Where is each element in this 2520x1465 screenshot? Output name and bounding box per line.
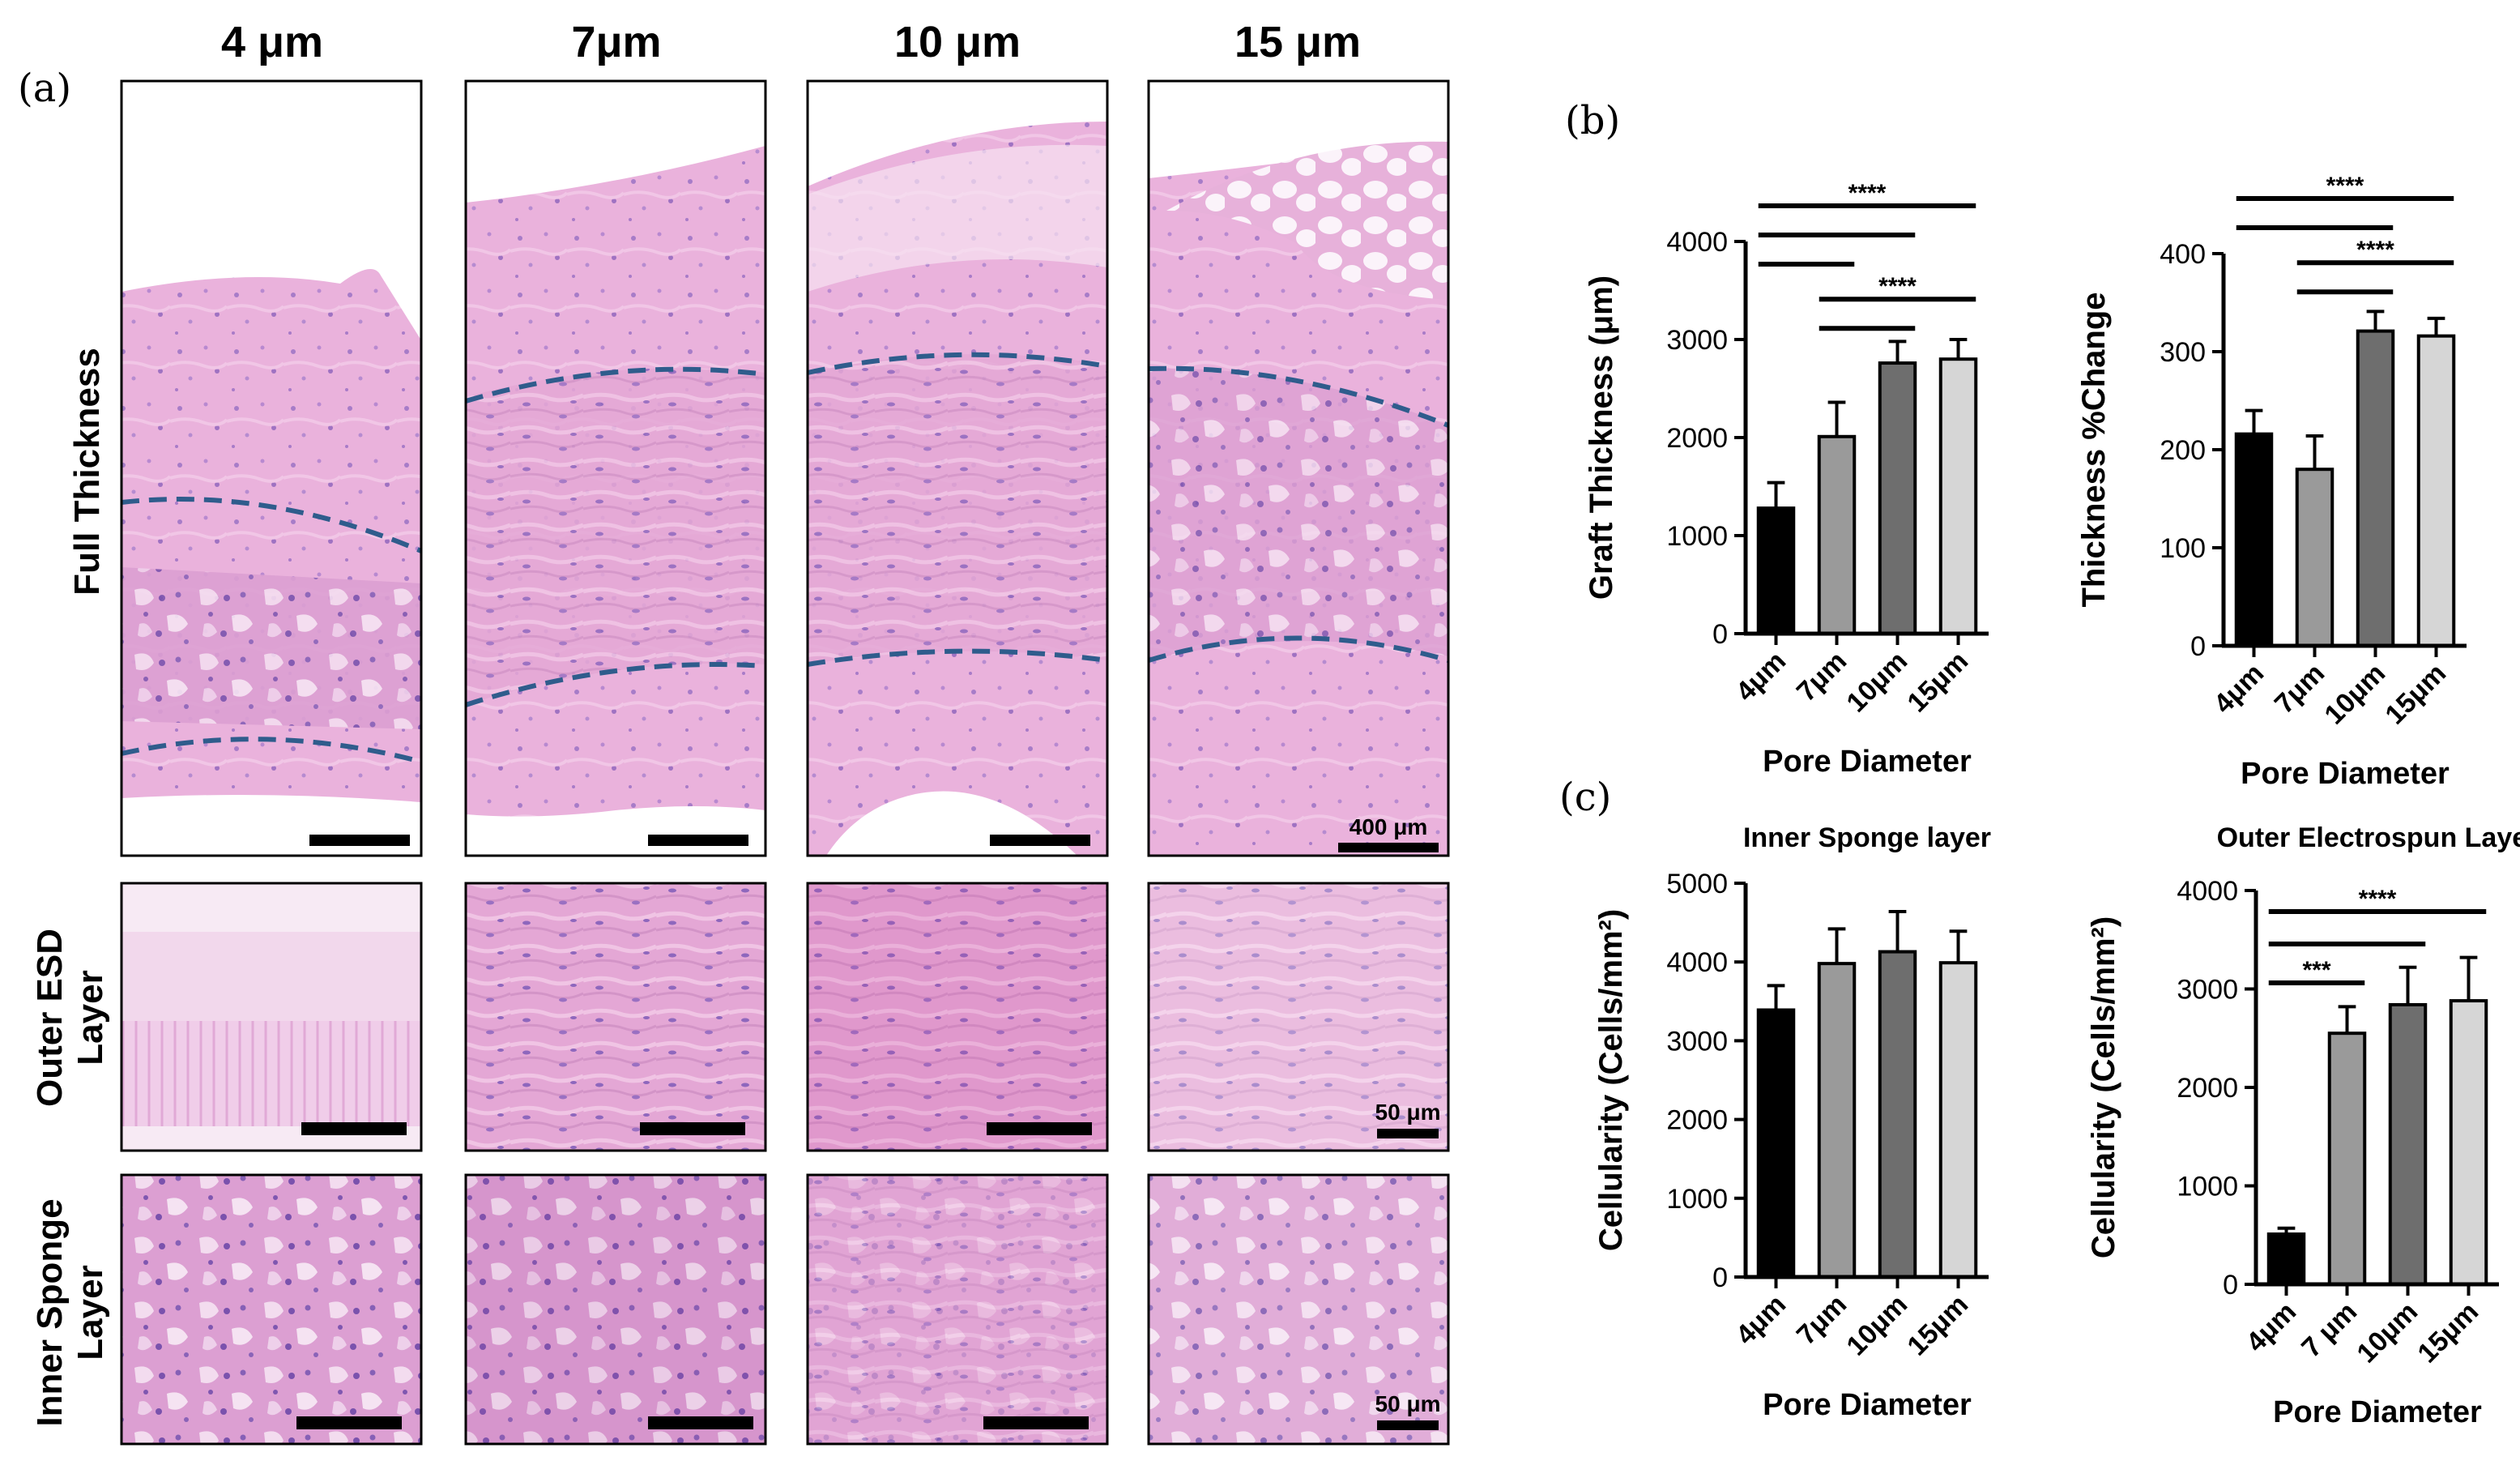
x-tick-label: 4μm	[1730, 1289, 1792, 1351]
x-tick-label: 10μm	[1840, 1289, 1913, 1362]
bar	[1938, 357, 1978, 635]
y-tick-label: 3000	[1666, 1026, 1728, 1057]
panel-b-label: (b)	[1565, 98, 1620, 143]
y-tick-label: 400	[2160, 239, 2206, 270]
bar	[1756, 506, 1796, 635]
bar	[2327, 1031, 2367, 1287]
image-full-thickness-10um	[806, 79, 1109, 857]
bar	[1756, 1008, 1796, 1279]
y-tick-label: 2000	[1666, 423, 1728, 454]
bar	[2295, 468, 2335, 648]
chart-cellularity-outer-electrospun: Outer Electrospun Layer 0 1000 2000 3000 4000…	[2086, 822, 2520, 1429]
y-tick-label: 0	[2223, 1270, 2238, 1301]
row-label-outer-esd-line1: Outer ESD	[30, 929, 70, 1107]
bar	[2234, 432, 2274, 647]
y-tick-label: 3000	[2177, 975, 2238, 1006]
x-tick-label: 4μm	[2241, 1296, 2302, 1358]
y-tick-label: 3000	[1666, 325, 1728, 356]
image-inner-sponge-10um	[806, 1173, 1109, 1446]
panel-c-label: (c)	[1559, 775, 1611, 820]
significance-label: ***	[2302, 957, 2330, 984]
significance-label: ****	[1848, 180, 1887, 207]
row-label-outer-esd-line2: Layer	[70, 970, 110, 1065]
significance-label: ****	[2359, 886, 2397, 912]
bar	[2449, 999, 2488, 1286]
significance-label: ****	[2356, 237, 2394, 263]
image-inner-sponge-15um: 50 μm	[1147, 1173, 1450, 1446]
y-tick-label: 4000	[2177, 876, 2238, 907]
panel-a-label: (a)	[18, 66, 71, 111]
x-tick-label: 4μm	[2208, 658, 2270, 720]
image-full-thickness-4um	[120, 79, 423, 857]
image-outer-esd-4um	[120, 882, 423, 1152]
image-full-thickness-15um: 400 μm	[1147, 79, 1450, 857]
y-axis-label: Cellularity (Cells/mm²)	[1593, 909, 1629, 1251]
bar	[2266, 1232, 2306, 1287]
chart-title: Outer Electrospun Layer	[2217, 822, 2520, 853]
image-inner-sponge-4um	[120, 1173, 423, 1446]
column-header-4um: 4 μm	[221, 18, 323, 66]
x-tick-label: 15μm	[2379, 658, 2452, 731]
bar	[2416, 334, 2456, 647]
bar	[1938, 961, 1978, 1279]
column-header-7um: 7μm	[571, 18, 661, 66]
x-tick-label: 15μm	[1901, 1289, 1974, 1362]
y-tick-label: 1000	[2177, 1172, 2238, 1202]
significance-label: ****	[1878, 273, 1917, 300]
x-tick-label: 10μm	[2318, 658, 2391, 731]
y-tick-label: 100	[2160, 533, 2206, 564]
image-full-thickness-7um	[464, 79, 767, 857]
column-header-10um: 10 μm	[894, 18, 1021, 66]
chart-cellularity-inner-sponge: Inner Sponge layer 0 1000 2000 3000 4000 5000 4…	[1593, 822, 1991, 1422]
y-axis-label: Graft Thickness (μm)	[1584, 275, 1619, 600]
x-axis-label: Pore Diameter	[2273, 1395, 2482, 1429]
y-tick-label: 2000	[2177, 1073, 2238, 1104]
x-tick-label: 10μm	[1840, 646, 1913, 719]
x-tick-label: 10μm	[2351, 1296, 2424, 1369]
x-axis-label: Pore Diameter	[1763, 1388, 1972, 1422]
y-tick-label: 1000	[1666, 521, 1728, 552]
row-label-full-thickness: Full Thickness	[67, 348, 107, 596]
x-tick-label: 7 μm	[2296, 1296, 2363, 1364]
y-tick-label: 200	[2160, 435, 2206, 466]
x-axis-label: Pore Diameter	[1763, 745, 1972, 779]
bar	[2388, 1002, 2428, 1286]
column-header-15um: 15 μm	[1234, 18, 1361, 66]
image-outer-esd-10um	[806, 882, 1109, 1152]
scale-bar-label-outer-50um: 50 μm	[1375, 1100, 1441, 1125]
image-inner-sponge-7um	[464, 1173, 767, 1446]
y-tick-label: 0	[1712, 1262, 1728, 1293]
bar	[1817, 962, 1857, 1279]
y-tick-label: 5000	[1666, 869, 1728, 899]
x-tick-label: 4μm	[1730, 646, 1792, 707]
y-tick-label: 4000	[1666, 227, 1728, 258]
y-tick-label: 4000	[1666, 947, 1728, 978]
image-outer-esd-15um: 50 μm	[1147, 882, 1450, 1152]
y-axis-label: Thickness %Change	[2076, 292, 2112, 607]
bar	[2356, 329, 2395, 647]
row-label-inner-sponge-line1: Inner Sponge	[30, 1198, 70, 1426]
x-tick-label: 15μm	[2411, 1296, 2484, 1369]
chart-title: Inner Sponge layer	[1743, 822, 1991, 853]
y-tick-label: 0	[1712, 619, 1728, 650]
y-axis-label: Cellularity (Cells/mm²)	[2086, 916, 2121, 1258]
y-tick-label: 2000	[1666, 1105, 1728, 1136]
panel-a-histology: (a) 4 μm 7μm 10 μm 15 μm Full Thickness …	[18, 18, 1450, 1446]
bar	[1878, 361, 1917, 635]
y-tick-label: 0	[2190, 631, 2206, 662]
y-tick-label: 1000	[1666, 1184, 1728, 1215]
row-label-inner-sponge-line2: Layer	[70, 1265, 110, 1360]
bar	[1817, 434, 1857, 635]
scale-bar-label-400um: 400 μm	[1350, 814, 1428, 839]
y-tick-label: 300	[2160, 337, 2206, 368]
scale-bar-label-inner-50um: 50 μm	[1375, 1391, 1441, 1416]
x-tick-label: 15μm	[1901, 646, 1974, 719]
x-axis-label: Pore Diameter	[2241, 757, 2450, 791]
significance-label: ****	[2326, 173, 2364, 199]
image-outer-esd-7um	[464, 882, 767, 1152]
bar	[1878, 950, 1917, 1279]
